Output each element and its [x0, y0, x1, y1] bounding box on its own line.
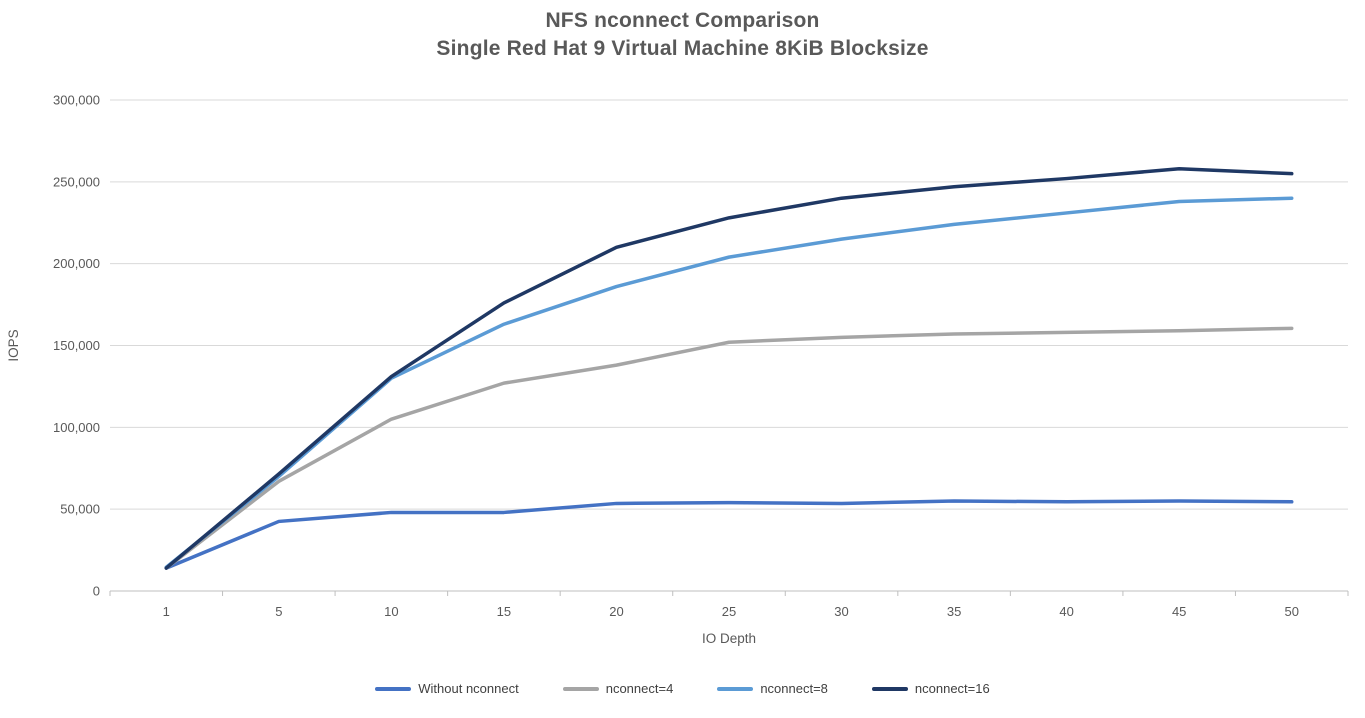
y-tick-label: 300,000 [53, 93, 100, 108]
legend-line-swatch [871, 686, 908, 691]
x-tick-label: 25 [722, 604, 736, 619]
series-line-without-nconnect [164, 499, 1294, 570]
x-tick-label: 20 [609, 604, 623, 619]
x-tick-label: 45 [1172, 604, 1186, 619]
series-line-nconnect-8 [164, 196, 1294, 570]
y-tick-label: 200,000 [53, 256, 100, 271]
legend-line-swatch [562, 686, 599, 691]
series-line-nconnect-4 [164, 326, 1294, 570]
legend-label: nconnect=16 [914, 681, 990, 696]
legend-label: Without nconnect [418, 681, 519, 696]
x-tick-label: 10 [384, 604, 398, 619]
legend-item-nconnect-8: nconnect=8 [717, 681, 828, 696]
legend-line-swatch [375, 686, 412, 691]
x-tick-label: 1 [163, 604, 170, 619]
x-tick-label: 30 [834, 604, 848, 619]
x-axis-title: IO Depth [702, 631, 756, 646]
x-tick-label: 40 [1059, 604, 1073, 619]
y-tick-label: 250,000 [53, 174, 100, 189]
y-tick-label: 150,000 [53, 338, 100, 353]
chart-legend: Without nconnect nconnect=4 nconnect=8 ncon… [0, 681, 1365, 696]
x-tick-label: 50 [1284, 604, 1298, 619]
y-tick-label: 50,000 [60, 502, 100, 517]
legend-item-nconnect-4: nconnect=4 [562, 681, 674, 696]
chart-subtitle: Single Red Hat 9 Virtual Machine 8KiB Bl… [436, 37, 929, 60]
series-line-nconnect-16 [164, 166, 1294, 570]
legend-item-without-nconnect: Without nconnect [375, 681, 519, 696]
x-tick-label: 5 [275, 604, 282, 619]
x-tick-label: 35 [947, 604, 961, 619]
legend-label: nconnect=4 [605, 681, 674, 696]
legend-label: nconnect=8 [760, 681, 828, 696]
legend-line-swatch [717, 686, 754, 691]
y-axis-title: IOPS [6, 329, 21, 361]
x-tick-label: 15 [497, 604, 511, 619]
legend-item-nconnect-16: nconnect=16 [871, 681, 990, 696]
chart-title: NFS nconnect Comparison [545, 9, 820, 32]
chart-title-block: NFS nconnect Comparison Single Red Hat 9… [0, 7, 1365, 63]
y-tick-label: 0 [93, 584, 100, 599]
y-tick-label: 100,000 [53, 420, 100, 435]
